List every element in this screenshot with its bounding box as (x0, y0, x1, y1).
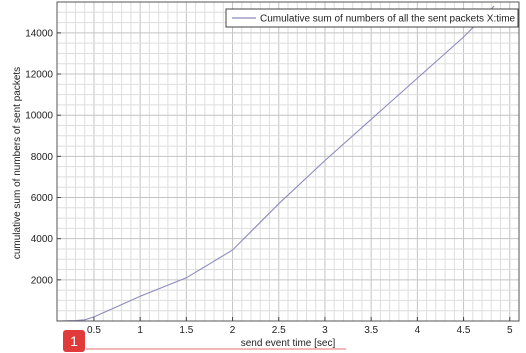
y-axis-label: cumulative sum of numbers of sent packet… (12, 67, 23, 259)
y-tick-label: 6000 (31, 193, 54, 204)
grid (57, 2, 519, 321)
y-tick-label: 12000 (25, 70, 53, 81)
x-tick-label: 2.5 (272, 325, 286, 336)
y-tick-label: 4000 (31, 234, 54, 245)
x-tick-label: 0.5 (87, 325, 101, 336)
y-tick-label: 2000 (31, 275, 54, 286)
x-tick-label: 2 (230, 325, 236, 336)
y-tick-label: 14000 (25, 28, 53, 39)
x-tick-label: 1.5 (179, 325, 193, 336)
legend-label: Cumulative sum of numbers of all the sen… (260, 14, 516, 25)
x-tick-label: 5 (507, 325, 513, 336)
series-line (56, 5, 495, 322)
x-tick-label: 1 (137, 325, 143, 336)
x-tick-label: 4.5 (457, 325, 471, 336)
highlight-underline (86, 348, 346, 350)
plot-frame (56, 1, 520, 322)
x-tick-label: 3 (322, 325, 328, 336)
legend: Cumulative sum of numbers of all the sen… (225, 8, 519, 28)
series-layer (56, 5, 495, 322)
legend-box (225, 8, 519, 28)
x-tick-label: 3.5 (364, 325, 378, 336)
y-tick-label: 8000 (31, 152, 54, 163)
x-tick-label: 4 (415, 325, 421, 336)
y-axis-ticks: 2000 4000 6000 8000 10000 12000 14000 (25, 28, 61, 286)
step-number-badge: 1 (63, 330, 85, 352)
x-axis-label: send event time [sec] (241, 338, 336, 349)
y-tick-label: 10000 (25, 111, 53, 122)
x-axis-ticks: 0.5 1 1.5 2 2.5 3 3.5 4 4.5 5 (87, 317, 513, 336)
